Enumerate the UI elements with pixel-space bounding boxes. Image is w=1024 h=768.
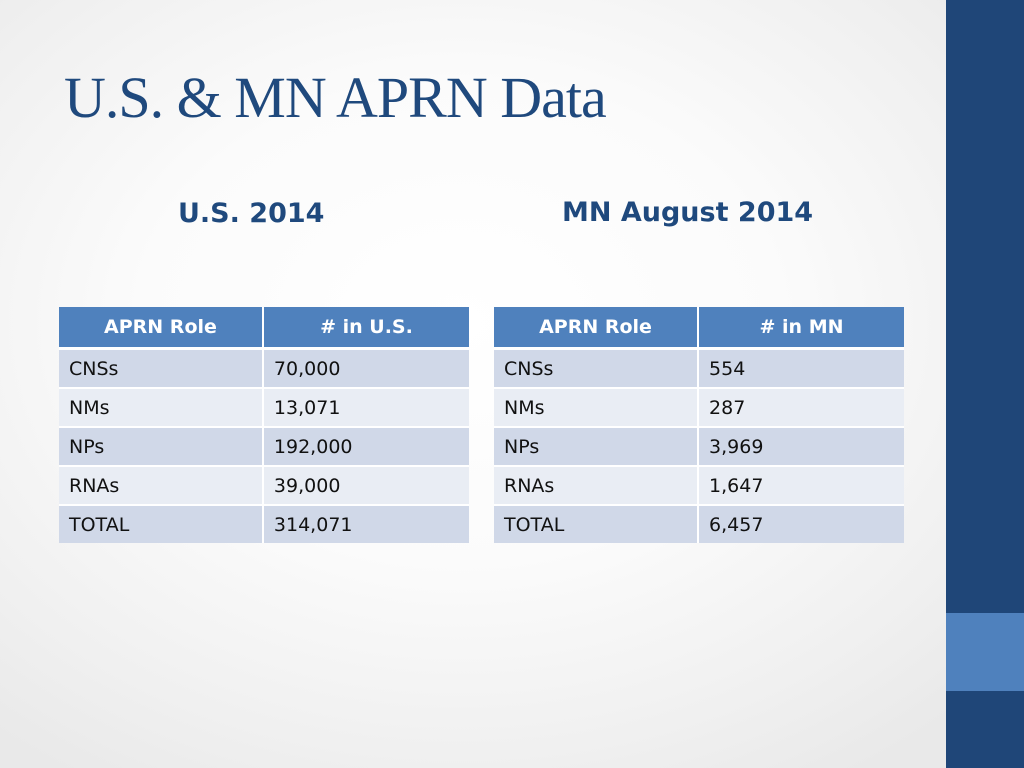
mn-heading: MN August 2014 bbox=[562, 197, 814, 228]
count-cell: 1,647 bbox=[698, 465, 904, 505]
table-row: RNAs 39,000 bbox=[59, 465, 469, 505]
role-cell: CNSs bbox=[494, 347, 700, 388]
table-row-total: TOTAL 6,457 bbox=[494, 504, 904, 543]
table-row: NPs 192,000 bbox=[59, 426, 469, 466]
slide-title: U.S. & MN APRN Data bbox=[64, 65, 607, 130]
role-cell: TOTAL bbox=[59, 504, 264, 543]
column-header-count: # in U.S. bbox=[262, 307, 469, 350]
column-header-role: APRN Role bbox=[59, 307, 264, 350]
table-row: NMs 13,071 bbox=[59, 387, 469, 427]
table-header-row: APRN Role # in U.S. bbox=[59, 307, 469, 350]
column-header-role: APRN Role bbox=[494, 307, 700, 350]
sidebar-accent-block bbox=[946, 613, 1024, 691]
table-header-row: APRN Role # in MN bbox=[494, 307, 904, 350]
column-header-count: # in MN bbox=[698, 307, 904, 350]
us-heading: U.S. 2014 bbox=[178, 198, 325, 229]
count-cell: 554 bbox=[698, 347, 904, 388]
table-row: NPs 3,969 bbox=[494, 426, 904, 466]
count-cell: 287 bbox=[698, 387, 904, 427]
role-cell: NMs bbox=[494, 387, 700, 427]
count-cell: 3,969 bbox=[698, 426, 904, 466]
role-cell: NPs bbox=[494, 426, 700, 466]
mn-aprn-table: APRN Role # in MN CNSs 554 NMs 287 NPs 3… bbox=[494, 307, 904, 543]
table-row: RNAs 1,647 bbox=[494, 465, 904, 505]
table-row: CNSs 70,000 bbox=[59, 347, 469, 388]
table-row: CNSs 554 bbox=[494, 347, 904, 388]
us-aprn-table: APRN Role # in U.S. CNSs 70,000 NMs 13,0… bbox=[59, 307, 469, 543]
count-cell: 39,000 bbox=[262, 465, 469, 505]
role-cell: TOTAL bbox=[494, 504, 700, 543]
role-cell: CNSs bbox=[59, 347, 264, 388]
table-row: NMs 287 bbox=[494, 387, 904, 427]
count-cell: 70,000 bbox=[262, 347, 469, 388]
table-row-total: TOTAL 314,071 bbox=[59, 504, 469, 543]
role-cell: NPs bbox=[59, 426, 264, 466]
count-cell: 6,457 bbox=[698, 504, 904, 543]
role-cell: NMs bbox=[59, 387, 264, 427]
count-cell: 192,000 bbox=[262, 426, 469, 466]
count-cell: 13,071 bbox=[262, 387, 469, 427]
role-cell: RNAs bbox=[494, 465, 700, 505]
count-cell: 314,071 bbox=[262, 504, 469, 543]
role-cell: RNAs bbox=[59, 465, 264, 505]
